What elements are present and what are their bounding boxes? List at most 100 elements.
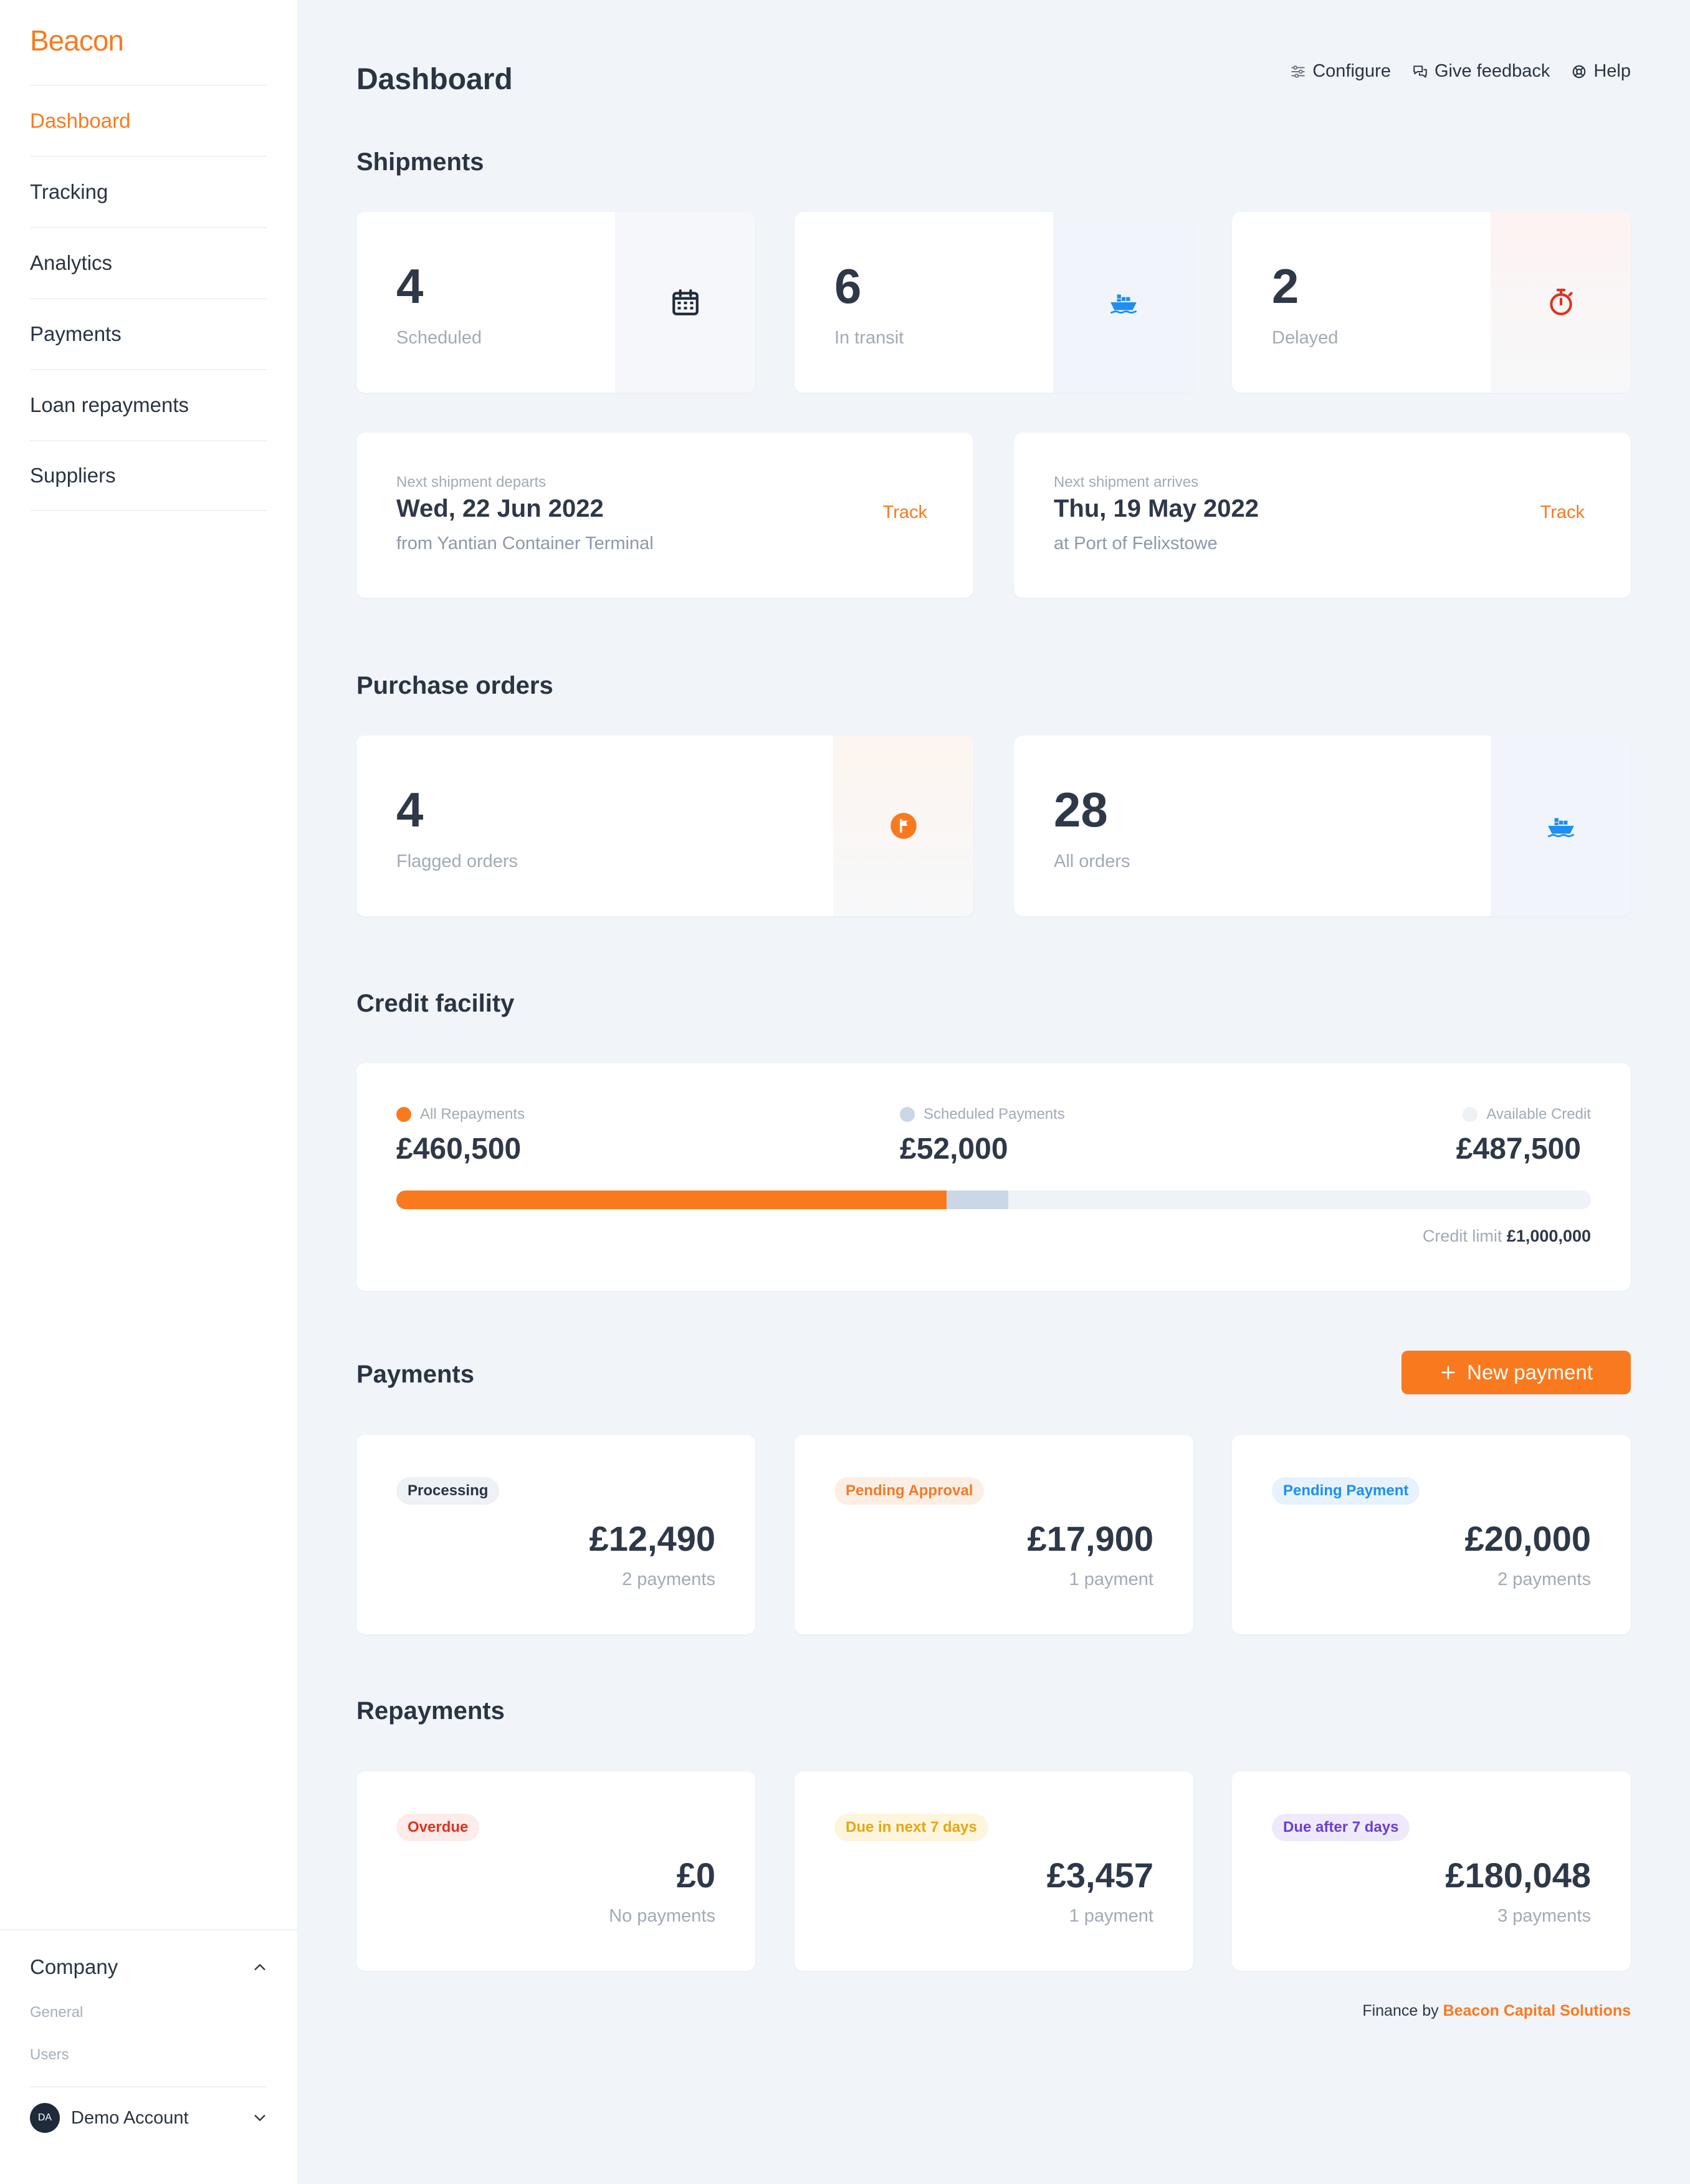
payment-card-processing[interactable]: Processing £12,490 2 payments — [356, 1435, 755, 1634]
company-link-general[interactable]: General — [30, 2004, 84, 2021]
status-badge: Overdue — [396, 1814, 480, 1841]
stat-card-all-orders[interactable]: 28 All orders — [1014, 735, 1631, 916]
stopwatch-icon — [1549, 289, 1573, 315]
all-repayments-amount: £460,500 — [396, 1133, 522, 1166]
payments-title: Payments — [356, 1361, 474, 1388]
status-badge: Pending Payment — [1272, 1477, 1420, 1505]
scheduled-bar-segment — [946, 1190, 1009, 1209]
stat-label: Flagged orders — [396, 851, 518, 871]
stat-label: All orders — [1054, 851, 1130, 871]
chevron-down-icon — [254, 2115, 265, 2121]
credit-facility-card: All Repayments £460,500 Scheduled Paymen… — [356, 1063, 1631, 1291]
avatar: DA — [30, 2103, 60, 2133]
payment-amount: £17,900 — [1027, 1519, 1153, 1558]
credit-limit: Credit limit £1,000,000 — [1423, 1227, 1591, 1246]
track-departure-link[interactable]: Track — [882, 502, 927, 522]
flag-icon — [890, 813, 917, 839]
icon-panel — [1491, 735, 1631, 916]
configure-label: Configure — [1312, 61, 1391, 81]
payment-amount: £20,000 — [1464, 1519, 1591, 1558]
stat-label: Scheduled — [396, 328, 482, 348]
repayments-title: Repayments — [356, 1697, 505, 1725]
repayment-card-due-7-days[interactable]: Due in next 7 days £3,457 1 payment — [795, 1771, 1193, 1971]
credit-progress-bar — [396, 1190, 1591, 1209]
arrival-caption: Next shipment arrives — [1054, 474, 1199, 491]
stat-card-flagged-orders[interactable]: 4 Flagged orders — [356, 735, 973, 916]
sidebar-footer: Company General Users DA Demo Account — [0, 1929, 297, 2133]
departure-caption: Next shipment departs — [396, 474, 547, 491]
sidebar-item-loan-repayments[interactable]: Loan repayments — [30, 369, 267, 440]
departure-date: Wed, 22 Jun 2022 — [396, 495, 604, 522]
legend-available-credit: Available Credit — [1463, 1106, 1591, 1123]
sidebar-item-payments[interactable]: Payments — [30, 298, 267, 369]
sidebar-item-dashboard[interactable]: Dashboard — [30, 85, 267, 156]
stat-value: 4 — [396, 259, 424, 314]
stat-card-delayed[interactable]: 2 Delayed — [1232, 212, 1631, 393]
ship-icon — [1547, 818, 1574, 838]
company-label: Company — [30, 1955, 118, 1978]
stat-card-in-transit[interactable]: 6 In transit — [795, 212, 1193, 393]
shipments-title: Shipments — [356, 148, 484, 176]
sidebar-item-analytics[interactable]: Analytics — [30, 227, 267, 298]
footer-prefix: Finance by — [1362, 2002, 1439, 2019]
status-badge: Due in next 7 days — [834, 1814, 988, 1841]
scheduled-payments-amount: £52,000 — [900, 1133, 1008, 1166]
status-badge: Due after 7 days — [1272, 1814, 1410, 1841]
sidebar-item-suppliers[interactable]: Suppliers — [30, 440, 267, 511]
header-actions: Configure Give feedback Help — [1290, 61, 1631, 82]
legend-label: Scheduled Payments — [924, 1106, 1065, 1123]
new-payment-label: New payment — [1467, 1361, 1593, 1384]
payment-card-pending-payment[interactable]: Pending Payment £20,000 2 payments — [1232, 1435, 1631, 1634]
icon-panel — [615, 212, 755, 393]
company-link-users[interactable]: Users — [30, 2046, 69, 2063]
credit-limit-value: £1,000,000 — [1506, 1227, 1591, 1245]
chevron-up-icon — [254, 1964, 265, 1970]
ship-icon — [1110, 294, 1137, 314]
status-badge: Pending Approval — [834, 1477, 985, 1505]
repayment-count: 3 payments — [1497, 1906, 1591, 1926]
repayment-amount: £180,048 — [1445, 1856, 1591, 1895]
account-switcher[interactable]: DA Demo Account — [30, 2086, 267, 2148]
repayment-amount: £0 — [676, 1856, 715, 1895]
repayment-card-overdue[interactable]: Overdue £0 No payments — [356, 1771, 755, 1971]
payment-card-pending-approval[interactable]: Pending Approval £17,900 1 payment — [795, 1435, 1193, 1634]
legend-scheduled-payments: Scheduled Payments — [900, 1106, 1065, 1123]
payment-count: 2 payments — [1497, 1569, 1591, 1589]
configure-button[interactable]: Configure — [1290, 61, 1391, 82]
give-feedback-button[interactable]: Give feedback — [1412, 61, 1550, 82]
help-label: Help — [1593, 61, 1631, 81]
footer-brand-link[interactable]: Beacon Capital Solutions — [1443, 2002, 1631, 2019]
legend-label: All Repayments — [420, 1106, 525, 1123]
sliders-icon — [1291, 65, 1305, 78]
next-departure-card: Next shipment departs Wed, 22 Jun 2022 f… — [356, 433, 973, 598]
repayment-count: No payments — [609, 1906, 715, 1926]
new-payment-button[interactable]: New payment — [1401, 1351, 1631, 1394]
payment-count: 1 payment — [1069, 1569, 1153, 1589]
payment-count: 2 payments — [622, 1569, 715, 1589]
finance-footer: Finance by Beacon Capital Solutions — [1362, 2002, 1631, 2020]
payment-amount: £12,490 — [589, 1519, 715, 1558]
icon-panel — [1053, 212, 1193, 393]
repaid-bar-segment — [396, 1190, 947, 1209]
available-credit-amount: £487,500 — [1456, 1133, 1581, 1166]
repayment-amount: £3,457 — [1046, 1856, 1153, 1895]
arrival-location: at Port of Felixstowe — [1054, 534, 1218, 553]
icon-panel — [833, 735, 973, 916]
stat-label: In transit — [834, 328, 904, 348]
stat-card-scheduled[interactable]: 4 Scheduled — [356, 212, 755, 393]
icon-panel — [1491, 212, 1631, 393]
blue-grey-dot-icon — [900, 1107, 915, 1122]
app-logo[interactable]: Beacon — [30, 24, 124, 57]
sidebar-item-tracking[interactable]: Tracking — [30, 156, 267, 227]
orange-dot-icon — [396, 1107, 411, 1122]
help-button[interactable]: Help — [1571, 61, 1631, 82]
chat-icon — [1413, 65, 1427, 78]
page-title: Dashboard — [356, 63, 513, 96]
next-arrival-card: Next shipment arrives Thu, 19 May 2022 a… — [1014, 433, 1631, 598]
track-arrival-link[interactable]: Track — [1540, 502, 1585, 522]
repayment-card-due-after-7-days[interactable]: Due after 7 days £180,048 3 payments — [1232, 1771, 1631, 1971]
company-toggle[interactable]: Company — [30, 1955, 267, 1979]
repayment-count: 1 payment — [1069, 1906, 1153, 1926]
account-name: Demo Account — [71, 2107, 189, 2128]
calendar-icon — [672, 289, 699, 315]
